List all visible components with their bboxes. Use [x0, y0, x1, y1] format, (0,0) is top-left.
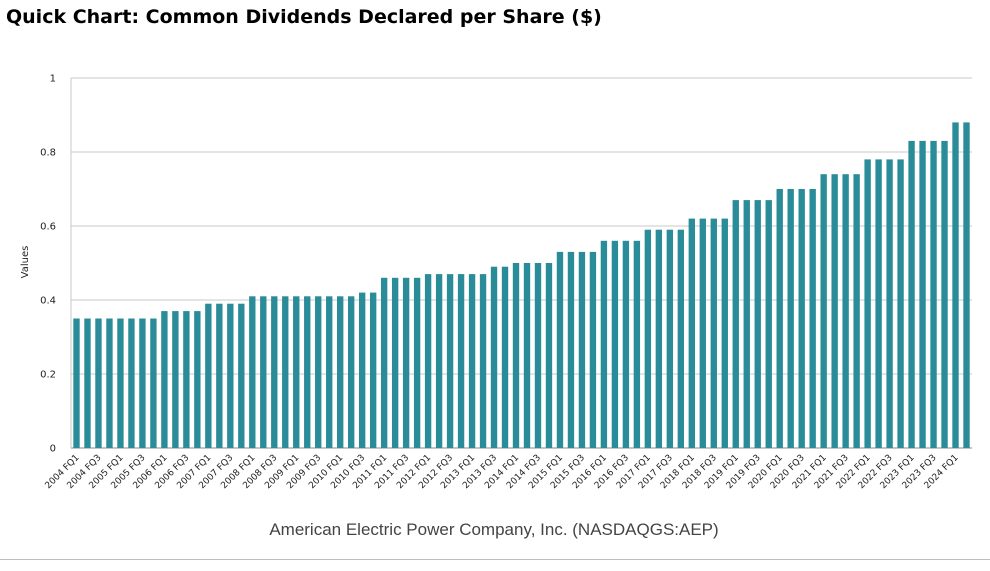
y-tick-label: 0.8 — [40, 148, 56, 159]
bar — [369, 292, 377, 448]
bar — [545, 263, 553, 448]
bar — [512, 263, 520, 448]
bar — [468, 274, 476, 448]
bar — [919, 140, 926, 448]
bar — [139, 318, 146, 448]
bar — [567, 251, 575, 448]
chart-title: Quick Chart: Common Dividends Declared p… — [6, 6, 602, 28]
bar — [941, 140, 948, 448]
y-axis-label: Values — [20, 246, 31, 279]
bar — [908, 140, 915, 448]
bar — [534, 263, 542, 448]
bar — [666, 229, 674, 448]
bar — [743, 200, 750, 448]
bar — [864, 159, 871, 448]
y-tick-label: 0 — [50, 444, 56, 455]
bar — [435, 274, 443, 448]
bar — [348, 296, 355, 448]
bar — [424, 274, 432, 448]
bar — [238, 303, 245, 448]
bar — [798, 189, 805, 448]
bar — [622, 240, 630, 448]
bar — [644, 229, 652, 448]
bar — [754, 200, 761, 448]
bar — [315, 296, 322, 448]
bar — [633, 240, 641, 448]
bar-series — [73, 122, 970, 449]
bar — [117, 318, 124, 448]
bar — [721, 218, 728, 448]
bar — [886, 159, 893, 448]
bar — [282, 296, 289, 448]
bar — [853, 174, 860, 448]
bar — [479, 274, 487, 448]
x-axis-caption: American Electric Power Company, Inc. (N… — [269, 520, 718, 539]
bar — [402, 277, 410, 448]
bar — [457, 274, 465, 448]
bar — [260, 296, 267, 448]
bar — [710, 218, 717, 448]
bar — [304, 296, 311, 448]
bar — [897, 159, 904, 448]
bar — [765, 200, 772, 448]
bar — [589, 251, 597, 448]
bar — [73, 318, 80, 448]
bar — [875, 159, 882, 448]
bar — [216, 303, 223, 448]
bottom-divider — [0, 559, 990, 560]
y-tick-label: 0.4 — [40, 296, 56, 307]
bar — [699, 218, 706, 448]
bar — [95, 318, 102, 448]
bar — [501, 266, 509, 448]
bar — [930, 140, 937, 448]
bar — [688, 218, 695, 448]
bar — [205, 303, 212, 448]
bar — [776, 189, 783, 448]
bar — [337, 296, 344, 448]
bar — [842, 174, 849, 448]
bar — [391, 277, 399, 448]
bar — [809, 189, 816, 448]
bar — [326, 296, 333, 448]
bar — [227, 303, 234, 448]
bar — [293, 296, 300, 448]
bar — [172, 311, 179, 448]
bar — [150, 318, 157, 448]
bar — [84, 318, 91, 448]
bar — [655, 229, 663, 448]
bar — [194, 311, 201, 448]
bar — [358, 292, 366, 448]
bar — [413, 277, 421, 448]
y-tick-label: 1 — [50, 74, 56, 85]
y-axis-ticks: 0 0.2 0.4 0.6 0.8 1 — [40, 74, 56, 455]
bar — [446, 274, 454, 448]
bar — [128, 318, 135, 448]
bar — [831, 174, 838, 448]
bar — [677, 229, 685, 448]
bar — [556, 251, 564, 448]
bar — [611, 240, 619, 448]
bar — [183, 311, 190, 448]
bar — [600, 240, 608, 448]
bar — [963, 122, 970, 449]
y-tick-label: 0.6 — [40, 222, 56, 233]
bar — [820, 174, 827, 448]
y-tick-label: 0.2 — [40, 370, 56, 381]
bar — [732, 200, 739, 448]
bar — [106, 318, 113, 448]
bar — [578, 251, 586, 448]
bar — [523, 263, 531, 448]
bar — [787, 189, 794, 448]
bar — [249, 296, 256, 448]
bar — [161, 311, 168, 448]
bar — [380, 277, 388, 448]
bar — [490, 266, 498, 448]
bar — [952, 122, 959, 449]
bar — [271, 296, 278, 448]
